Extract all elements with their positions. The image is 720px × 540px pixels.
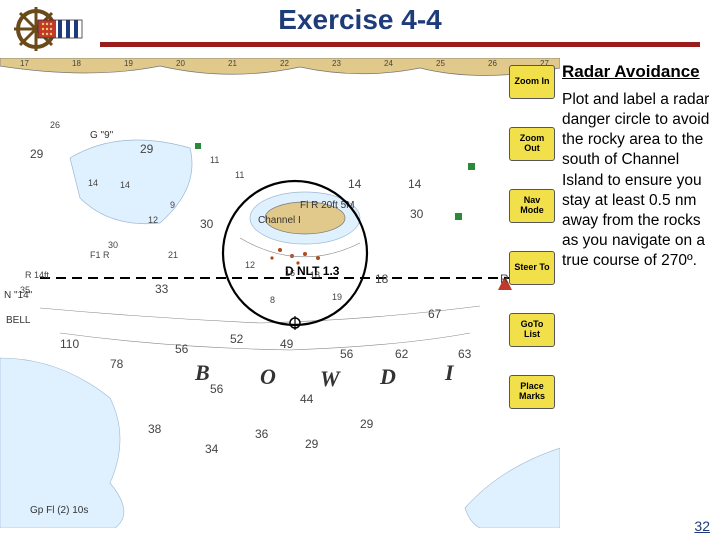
header: Exercise 4-4: [0, 0, 720, 58]
explanation-title: Radar Avoidance: [562, 62, 712, 82]
svg-text:78: 78: [110, 357, 124, 371]
explanation-body: Plot and label a radar danger circle to …: [562, 90, 712, 271]
svg-text:17: 17: [20, 59, 29, 68]
svg-text:30: 30: [108, 240, 118, 250]
svg-text:63: 63: [458, 347, 472, 361]
svg-text:16: 16: [285, 268, 295, 278]
svg-text:22: 22: [280, 59, 289, 68]
svg-text:G "9": G "9": [90, 130, 114, 141]
svg-text:19: 19: [124, 59, 133, 68]
channel-i-label: Channel I: [258, 215, 301, 226]
svg-text:I: I: [444, 360, 455, 385]
svg-text:F1 R: F1 R: [90, 250, 110, 260]
svg-text:BELL: BELL: [6, 315, 31, 326]
svg-text:11: 11: [210, 155, 219, 165]
svg-text:30: 30: [410, 207, 424, 221]
svg-text:14: 14: [408, 177, 422, 191]
svg-text:52: 52: [230, 332, 244, 346]
svg-text:56: 56: [175, 342, 189, 356]
svg-text:33: 33: [155, 282, 169, 296]
svg-text:N "14": N "14": [4, 290, 33, 301]
svg-text:R 14ft: R 14ft: [25, 270, 50, 280]
svg-text:12: 12: [148, 215, 158, 225]
svg-text:20: 20: [176, 59, 185, 68]
header-rule: [100, 42, 700, 47]
svg-text:30: 30: [200, 217, 214, 231]
svg-text:14: 14: [120, 180, 130, 190]
svg-text:19: 19: [332, 292, 342, 302]
svg-text:11: 11: [235, 170, 244, 180]
svg-text:O: O: [260, 364, 276, 389]
svg-text:B: B: [194, 360, 210, 385]
svg-text:8: 8: [270, 295, 275, 305]
svg-text:26: 26: [488, 59, 497, 68]
goto-list-button[interactable]: GoTo List: [509, 313, 555, 347]
nautical-chart[interactable]: 1718192021222324252627 Channel I Fl R 20…: [0, 58, 560, 528]
svg-text:9: 9: [170, 200, 175, 210]
slide-root: Exercise 4-4 1718192021222324252627: [0, 0, 720, 540]
svg-text:29: 29: [305, 437, 319, 451]
page-title: Exercise 4-4: [0, 0, 720, 36]
page-number: 32: [694, 518, 710, 534]
steer-to-button[interactable]: Steer To: [509, 251, 555, 285]
explanation-panel: Radar Avoidance Plot and label a radar d…: [562, 62, 712, 271]
svg-text:12: 12: [245, 260, 255, 270]
svg-text:18: 18: [72, 59, 81, 68]
svg-text:14: 14: [88, 178, 98, 188]
svg-text:23: 23: [332, 59, 341, 68]
svg-text:34: 34: [205, 442, 219, 456]
svg-text:44: 44: [300, 392, 314, 406]
svg-text:26: 26: [50, 120, 60, 130]
svg-text:29: 29: [30, 147, 44, 161]
zoom-in-button[interactable]: Zoom In: [509, 65, 555, 99]
flag-icon: [38, 20, 82, 38]
svg-text:18: 18: [375, 272, 389, 286]
svg-text:21: 21: [228, 59, 237, 68]
svg-text:38: 38: [148, 422, 162, 436]
svg-text:110: 110: [60, 337, 79, 351]
svg-text:Gp Fl (2) 10s: Gp Fl (2) 10s: [30, 505, 88, 516]
zoom-out-button[interactable]: Zoom Out: [509, 127, 555, 161]
svg-text:49: 49: [280, 337, 294, 351]
svg-text:21: 21: [168, 250, 178, 260]
svg-text:R: R: [500, 272, 509, 286]
svg-text:29: 29: [140, 142, 154, 156]
svg-text:D: D: [379, 364, 396, 389]
place-marks-button[interactable]: Place Marks: [509, 375, 555, 409]
chart-toolbar: Zoom In Zoom Out Nav Mode Steer To GoTo List…: [509, 65, 555, 437]
svg-text:18: 18: [310, 270, 320, 280]
svg-text:14: 14: [348, 177, 362, 191]
svg-text:62: 62: [395, 347, 409, 361]
svg-text:24: 24: [384, 59, 393, 68]
nav-mode-button[interactable]: Nav Mode: [509, 189, 555, 223]
svg-text:25: 25: [436, 59, 445, 68]
svg-text:67: 67: [428, 307, 442, 321]
svg-text:W: W: [320, 366, 341, 391]
svg-text:29: 29: [360, 417, 374, 431]
svg-text:36: 36: [255, 427, 269, 441]
svg-text:56: 56: [210, 382, 224, 396]
svg-text:56: 56: [340, 347, 354, 361]
logo-emblem: [8, 2, 88, 56]
